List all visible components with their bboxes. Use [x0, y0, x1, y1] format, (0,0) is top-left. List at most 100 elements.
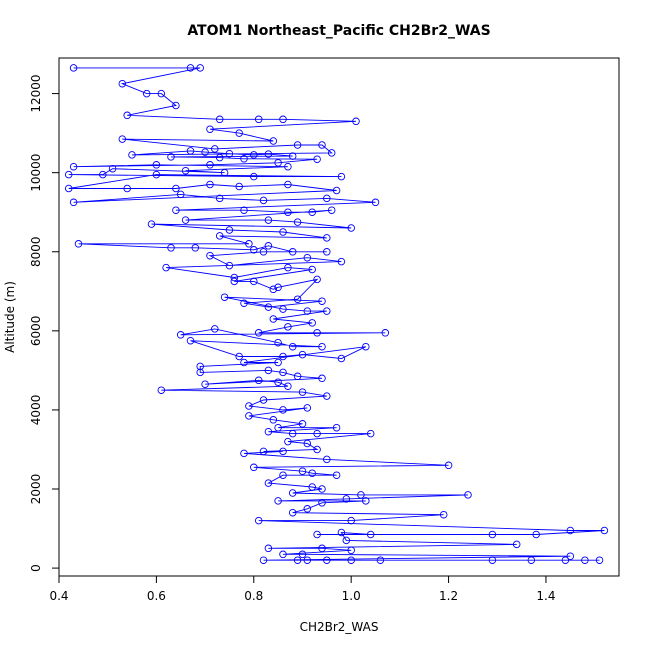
data-point: [274, 283, 282, 292]
data-point: [167, 153, 175, 161]
data-point: [254, 115, 263, 124]
x-tick-label: 0.8: [244, 589, 263, 603]
data-point: [196, 362, 204, 371]
data-point: [303, 307, 312, 315]
data-point: [215, 194, 224, 203]
data-point: [318, 485, 326, 493]
data-point: [230, 277, 239, 286]
data-point: [298, 467, 307, 475]
data-point: [264, 303, 273, 311]
data-point: [357, 491, 365, 499]
data-point: [303, 404, 312, 412]
x-tick-label: 0.4: [49, 589, 68, 603]
data-point: [313, 275, 321, 284]
data-point: [230, 273, 239, 282]
data-point: [254, 376, 263, 385]
data-point: [274, 497, 282, 505]
data-point: [167, 244, 175, 252]
data-point: [298, 550, 307, 559]
data-point: [532, 530, 540, 539]
data-point: [186, 336, 195, 345]
data-point: [152, 170, 161, 179]
data-point: [347, 516, 355, 525]
data-point: [235, 352, 243, 361]
data-point: [196, 64, 204, 72]
data-point: [464, 491, 472, 499]
data-point: [332, 471, 341, 479]
data-point: [206, 251, 214, 260]
data-point: [269, 416, 278, 424]
data-point: [220, 293, 229, 301]
data-point: [362, 342, 370, 351]
data-point: [196, 368, 204, 377]
data-point: [99, 170, 107, 179]
data-point: [264, 479, 273, 487]
data-point: [245, 402, 253, 410]
data-point: [313, 155, 321, 163]
data-point: [235, 129, 243, 137]
data-point: [279, 305, 287, 313]
data-point: [323, 248, 331, 256]
data-point: [157, 386, 166, 394]
series-line: [68, 67, 605, 561]
data-point: [172, 184, 180, 193]
data-point: [323, 455, 331, 464]
data-point: [298, 388, 307, 396]
data-point: [118, 79, 127, 88]
data-point: [264, 216, 273, 224]
data-point: [332, 423, 341, 432]
data-point: [240, 299, 248, 307]
data-point: [308, 469, 316, 477]
data-point: [157, 89, 166, 98]
data-point: [308, 319, 316, 327]
data-point: [240, 358, 248, 367]
data-point: [250, 246, 258, 254]
y-tick-label: 0: [29, 564, 43, 572]
data-point: [211, 145, 219, 153]
data-point: [250, 172, 258, 181]
data-point: [288, 489, 297, 497]
data-point: [293, 372, 302, 381]
data-point: [342, 536, 351, 545]
data-point: [274, 358, 282, 367]
x-tick-label: 1.2: [439, 589, 458, 603]
data-point: [172, 101, 180, 110]
y-axis: 0 2000 4000 6000 8000 10000 12000: [29, 74, 60, 572]
data-point: [347, 556, 355, 564]
data-point: [206, 180, 214, 189]
data-point: [303, 439, 312, 448]
data-point: [600, 526, 609, 535]
data-point: [318, 342, 326, 351]
y-tick-label: 10000: [29, 154, 43, 192]
data-point: [318, 374, 326, 383]
data-point: [488, 530, 497, 539]
data-point: [284, 208, 292, 216]
data-point: [69, 64, 78, 72]
x-tick-label: 1.4: [536, 589, 555, 603]
data-point: [595, 556, 604, 564]
data-point: [284, 323, 292, 331]
data-point: [186, 64, 195, 72]
data-point: [181, 216, 190, 224]
data-point: [284, 382, 292, 390]
data-point: [162, 263, 170, 272]
data-point: [264, 544, 273, 553]
y-tick-label: 2000: [29, 474, 43, 505]
data-point: [123, 111, 131, 120]
data-point: [561, 556, 570, 564]
data-point: [225, 226, 234, 234]
y-tick-label: 8000: [29, 236, 43, 267]
data-point: [376, 556, 385, 564]
data-point: [444, 461, 453, 470]
data-point: [488, 556, 497, 564]
data-point: [352, 117, 360, 126]
data-point: [303, 253, 312, 262]
data-point: [240, 449, 248, 458]
data-point: [250, 277, 258, 286]
data-point: [264, 366, 273, 375]
data-point: [279, 550, 287, 559]
data-point: [225, 261, 234, 270]
data-point: [269, 285, 278, 294]
data-point: [284, 162, 292, 171]
data-point: [279, 368, 287, 377]
